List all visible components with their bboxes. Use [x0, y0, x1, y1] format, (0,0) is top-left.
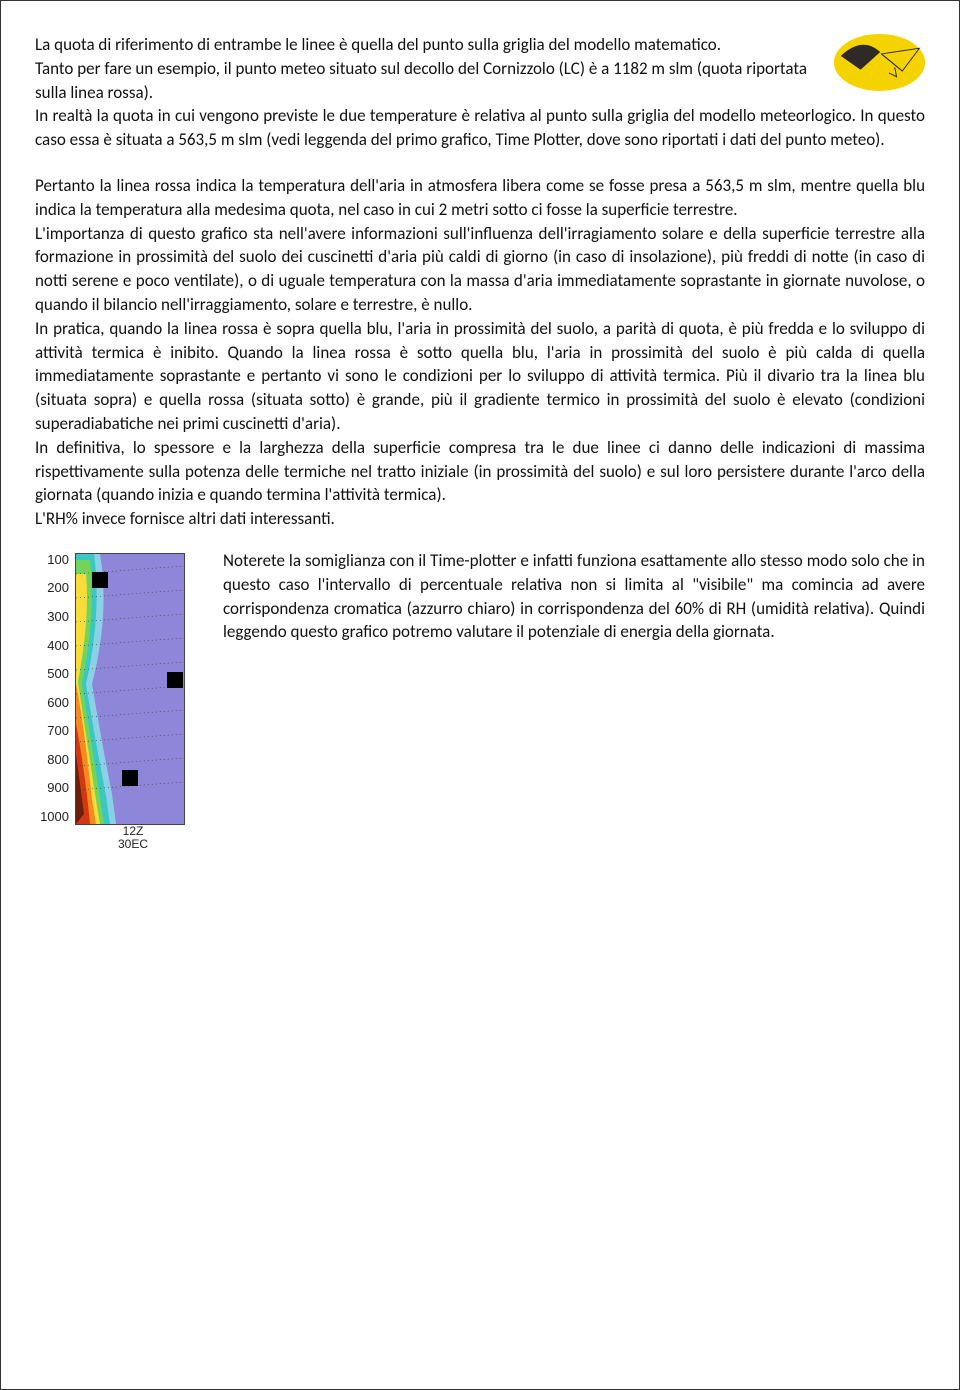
ytick-1: 200	[35, 581, 71, 594]
ytick-3: 400	[35, 639, 71, 652]
paragraph-2c: In pratica, quando la linea rossa è sopr…	[35, 317, 925, 436]
ytick-8: 900	[35, 781, 71, 794]
paragraph-1c: In realtà la quota in cui vengono previs…	[35, 104, 925, 152]
data-marker-2	[167, 672, 183, 688]
paragraph-2d: In definitiva, lo spessore e la larghezz…	[35, 436, 925, 507]
ytick-0: 100	[35, 553, 71, 566]
ytick-9: 1000	[35, 810, 71, 823]
paragraph-1b: Tanto per fare un esempio, il punto mete…	[35, 57, 830, 105]
ytick-5: 600	[35, 696, 71, 709]
ytick-7: 800	[35, 753, 71, 766]
paragraph-2e: L'RH% invece fornisce altri dati interes…	[35, 507, 925, 531]
paragraph-1a: La quota di riferimento di entrambe le l…	[35, 33, 830, 57]
data-marker-1	[92, 572, 108, 588]
rh-heatmap	[75, 553, 185, 825]
paragraph-2a: Pertanto la linea rossa indica la temper…	[35, 174, 925, 222]
ytick-6: 700	[35, 724, 71, 737]
rh-chart: 100 200 300 400 500 600 700 800 900 1000	[35, 553, 195, 851]
paragraph-2b: L'importanza di questo grafico sta nell'…	[35, 222, 925, 317]
data-marker-3	[122, 770, 138, 786]
logo-image	[832, 31, 927, 93]
ytick-2: 300	[35, 610, 71, 623]
ytick-4: 500	[35, 667, 71, 680]
x-label-2: 30EC	[71, 838, 195, 851]
